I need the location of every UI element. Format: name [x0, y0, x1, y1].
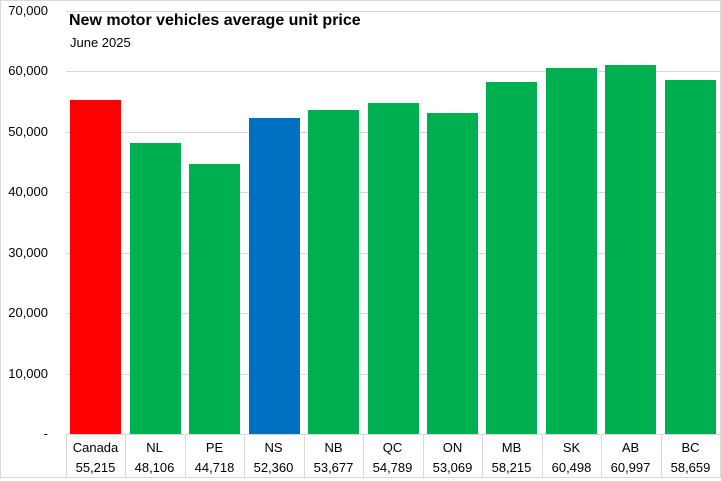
table-column-separator — [423, 434, 424, 477]
category-value: 55,215 — [75, 460, 116, 475]
y-tick-label: 40,000 — [8, 184, 48, 199]
bar-canada — [70, 100, 121, 434]
category-label: ON — [442, 440, 463, 455]
category-value: 44,718 — [194, 460, 235, 475]
category-value: 54,789 — [372, 460, 413, 475]
category-value: 60,997 — [610, 460, 651, 475]
bar-nl — [130, 143, 181, 434]
bar-pe — [189, 164, 240, 434]
table-column-separator — [125, 434, 126, 477]
category-value: 48,106 — [134, 460, 175, 475]
category-label: NL — [146, 440, 163, 455]
category-label: AB — [621, 440, 640, 455]
category-value: 53,069 — [432, 460, 473, 475]
table-column-separator — [542, 434, 543, 477]
y-tick-label: 10,000 — [8, 366, 48, 381]
chart-title: New motor vehicles average unit price — [69, 12, 361, 29]
bar-bc — [665, 80, 716, 434]
table-column-separator — [601, 434, 602, 477]
category-value: 52,360 — [253, 460, 294, 475]
bar-on — [427, 113, 478, 434]
chart-subtitle: June 2025 — [70, 35, 131, 50]
category-label: BC — [681, 440, 700, 455]
category-value: 58,659 — [670, 460, 711, 475]
y-tick-label: 30,000 — [8, 245, 48, 260]
table-column-separator — [482, 434, 483, 477]
category-label: PE — [205, 440, 224, 455]
table-column-separator — [304, 434, 305, 477]
category-label: NS — [264, 440, 283, 455]
bar-ab — [605, 65, 656, 434]
bar-nb — [308, 110, 359, 434]
bar-sk — [546, 68, 597, 434]
y-tick-label: - — [43, 426, 48, 441]
gridline — [66, 71, 720, 72]
category-label: Canada — [72, 440, 119, 455]
y-tick-label: 20,000 — [8, 305, 48, 320]
bar-qc — [368, 103, 419, 434]
x-axis-line — [66, 434, 720, 435]
bar-mb — [486, 82, 537, 434]
category-label: QC — [382, 440, 403, 455]
y-tick-label: 70,000 — [8, 3, 48, 18]
table-column-separator — [185, 434, 186, 477]
category-value: 58,215 — [491, 460, 532, 475]
table-column-separator — [66, 434, 67, 477]
category-value: 60,498 — [551, 460, 592, 475]
table-column-separator — [661, 434, 662, 477]
category-label: MB — [501, 440, 522, 455]
gridline — [66, 11, 720, 12]
bar-ns — [249, 118, 300, 434]
category-label: SK — [562, 440, 581, 455]
y-tick-label: 50,000 — [8, 124, 48, 139]
category-label: NB — [324, 440, 343, 455]
category-value: 53,677 — [313, 460, 354, 475]
table-column-separator — [363, 434, 364, 477]
table-column-separator — [244, 434, 245, 477]
y-tick-label: 60,000 — [8, 63, 48, 78]
